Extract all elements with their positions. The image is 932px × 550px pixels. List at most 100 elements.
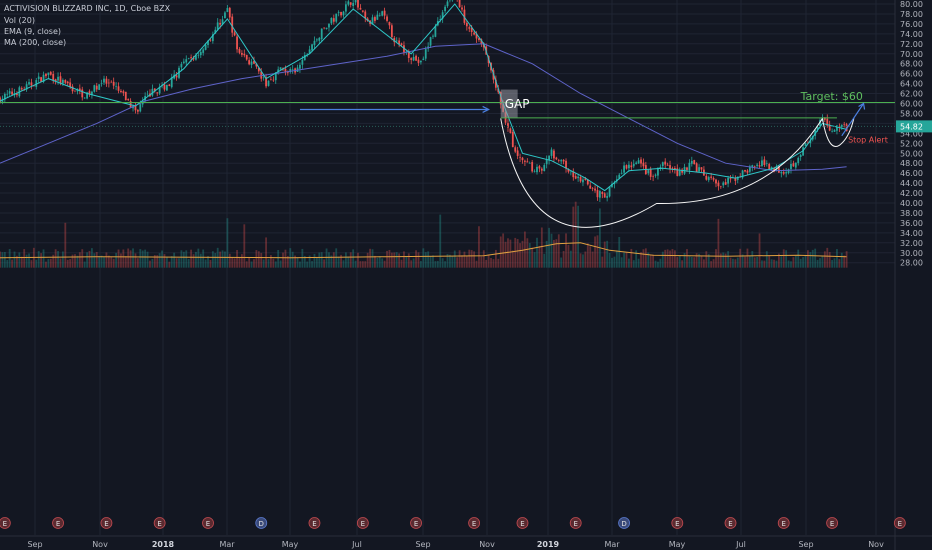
volume-bar [744,256,746,268]
event-marker[interactable]: E [777,517,790,529]
indicator-ema[interactable]: EMA (9, close) [4,27,61,36]
volume-bar [299,261,301,268]
volume-bar [226,218,229,268]
candle-body [95,85,98,90]
event-marker[interactable]: E [724,517,737,529]
candle-body [197,55,200,56]
candle-body [103,78,105,83]
x-tick-label: Sep [27,540,42,549]
candle-body [584,178,587,180]
volume-bar [272,258,275,268]
event-marker[interactable]: D [618,517,630,529]
volume-bar [412,258,415,268]
event-marker[interactable]: E [0,517,11,529]
candle-body [98,84,101,90]
candle-body [598,191,601,198]
event-marker[interactable]: E [202,517,214,529]
event-marker[interactable]: E [308,517,321,529]
candle-body [308,49,311,54]
volume-bar [465,255,468,268]
event-marker[interactable]: E [410,517,422,529]
volume-bar [710,261,713,268]
volume-bar [13,251,16,268]
volume-bar [562,250,565,268]
volume-bar [16,255,18,268]
event-marker[interactable]: E [516,517,529,529]
candle-body [652,176,655,178]
candle-body [120,90,122,93]
volume-bar [773,259,775,268]
volume-bar [88,250,91,268]
event-marker[interactable]: E [100,517,113,529]
volume-bar [698,253,700,268]
volume-bar [644,248,647,268]
volume-bar [826,247,829,268]
time-axis[interactable]: Sep Nov 2018 Mar May Jul Sep Nov 2019 Mar May Jul Se… [27,540,884,549]
candle-body [0,97,1,103]
event-marker[interactable]: E [893,517,906,529]
volume-bar [831,260,834,268]
candle-body [577,176,580,179]
volume-bar [214,253,217,268]
volume-bar [761,260,763,268]
candle-body [840,124,843,128]
price-axis[interactable]: 80.0078.0076.0074.0072.0070.0068.0066.00… [896,0,932,268]
chart-overlays: GAP Target: $60 Stop Alert [0,3,895,259]
candle-body [216,22,219,30]
volume-bar [144,249,147,268]
volume-bar [325,248,328,268]
event-marker[interactable]: E [826,517,839,529]
volume-bar [676,257,679,268]
candle-body [228,7,231,18]
candle-body [100,83,103,84]
candle-body [647,170,650,174]
event-marker-label: E [206,520,210,528]
event-marker[interactable]: E [153,517,166,529]
volume-bar [630,248,633,268]
candle-body [16,93,18,96]
volume-bar [811,249,814,268]
event-marker[interactable]: E [468,517,481,529]
volume-bar [836,249,838,268]
y-tick-label: 48.00 [900,159,923,168]
candle-body [470,27,473,33]
event-marker[interactable]: E [52,517,64,529]
volume-bar [248,257,251,268]
candle-body [635,162,638,164]
event-marker[interactable]: D [255,517,268,529]
volume-bar [748,255,751,268]
event-marker[interactable]: E [671,517,684,529]
volume-bar [671,249,674,268]
candle-body [432,35,434,37]
indicator-volume[interactable]: Vol (20) [4,16,35,25]
candle-body [785,172,788,174]
event-marker-label: E [675,520,679,528]
candle-body [434,25,437,37]
volume-bar [117,249,120,268]
candle-body [211,34,214,42]
volume-bar [265,237,267,268]
volume-bar [180,250,183,268]
event-marker[interactable]: E [569,517,582,529]
candle-body [669,165,671,169]
volume-bar [354,260,357,268]
indicator-ma[interactable]: MA (200, close) [4,38,67,47]
candle-body [349,2,352,5]
volume-bar [178,258,180,268]
volume-bar [59,258,62,268]
volume-bar [538,245,541,268]
volume-bar [129,250,132,268]
volume-bar [40,253,43,268]
event-marker[interactable]: E [356,517,369,529]
volume-bar [1,252,4,268]
candle-body [257,67,260,72]
target-arrow-head [858,102,866,110]
symbol-title[interactable]: ACTIVISION BLIZZARD INC, 1D, Cboe BZX [4,4,171,13]
volume-bar [632,260,635,268]
last-price-tag [896,120,932,133]
volume-bar [816,259,819,268]
candle-body [286,72,289,73]
volume-bar [291,251,294,268]
volume-bar [746,248,749,268]
